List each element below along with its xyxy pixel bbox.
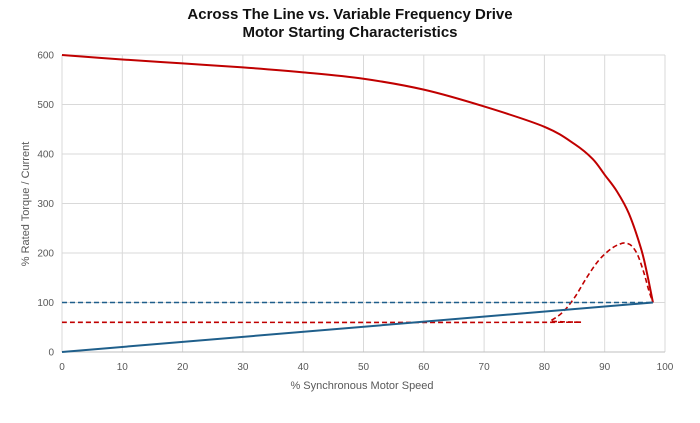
y-tick-label: 0 <box>48 348 54 359</box>
x-tick-label: 60 <box>418 362 430 373</box>
x-tick-label: 80 <box>539 362 551 373</box>
x-tick-label: 40 <box>298 362 310 373</box>
y-tick-label: 100 <box>37 298 54 309</box>
chart-title-line-1: Across The Line vs. Variable Frequency D… <box>187 6 513 23</box>
y-tick-label: 400 <box>37 150 54 161</box>
vfd-torque-line <box>61 242 654 324</box>
y-tick-label: 200 <box>37 249 54 260</box>
x-tick-label: 0 <box>59 362 65 373</box>
x-tick-label: 90 <box>599 362 611 373</box>
x-axis-label: % Synchronous Motor Speed <box>290 380 433 392</box>
x-tick-label: 30 <box>237 362 249 373</box>
y-tick-label: 500 <box>37 100 54 111</box>
vfd-current-line <box>61 301 654 353</box>
y-tick-label: 600 <box>37 51 54 62</box>
x-tick-label: 10 <box>117 362 129 373</box>
y-tick-label: 300 <box>37 199 54 210</box>
x-tick-label: 50 <box>358 362 370 373</box>
x-tick-label: 20 <box>177 362 189 373</box>
x-tick-label: 70 <box>479 362 491 373</box>
atl-torque-line <box>61 54 654 303</box>
y-axis-label: % Rated Torque / Current <box>20 142 32 267</box>
chart-title-line-2: Motor Starting Characteristics <box>242 24 458 41</box>
x-tick-label: 100 <box>657 362 674 373</box>
